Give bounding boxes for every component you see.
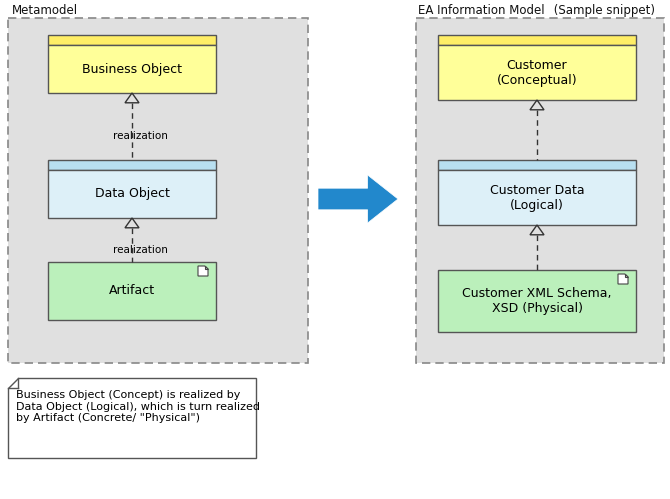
Bar [48, 160, 216, 170]
Bar [48, 262, 216, 320]
Text: Business Object (Concept) is realized by
Data Object (Logical), which is turn re: Business Object (Concept) is realized by… [16, 390, 260, 423]
Polygon shape [198, 266, 208, 276]
Bar [416, 18, 664, 363]
Bar [438, 160, 636, 170]
Bar [8, 18, 308, 363]
Text: Metamodel: Metamodel [12, 4, 78, 17]
Text: EA Information Model: EA Information Model [418, 4, 545, 17]
Bar [438, 170, 636, 225]
Bar [438, 270, 636, 332]
Bar [48, 45, 216, 93]
Bar [438, 35, 636, 45]
Text: realization: realization [113, 131, 168, 141]
Bar [416, 18, 664, 363]
Text: Data Object: Data Object [94, 188, 170, 201]
Text: (Sample snippet): (Sample snippet) [550, 4, 655, 17]
Bar [48, 170, 216, 218]
Polygon shape [318, 175, 398, 223]
Polygon shape [618, 274, 628, 284]
Text: Business Object: Business Object [82, 62, 182, 75]
Polygon shape [8, 378, 256, 458]
Text: Artifact: Artifact [109, 284, 155, 297]
Bar [48, 35, 216, 45]
Text: Customer
(Conceptual): Customer (Conceptual) [496, 58, 578, 86]
Text: realization: realization [113, 245, 168, 255]
Polygon shape [205, 266, 208, 269]
Text: Customer XML Schema,
XSD (Physical): Customer XML Schema, XSD (Physical) [462, 287, 612, 315]
Bar [8, 18, 308, 363]
Text: Customer Data
(Logical): Customer Data (Logical) [490, 184, 584, 212]
Bar [438, 45, 636, 100]
Polygon shape [625, 274, 628, 277]
